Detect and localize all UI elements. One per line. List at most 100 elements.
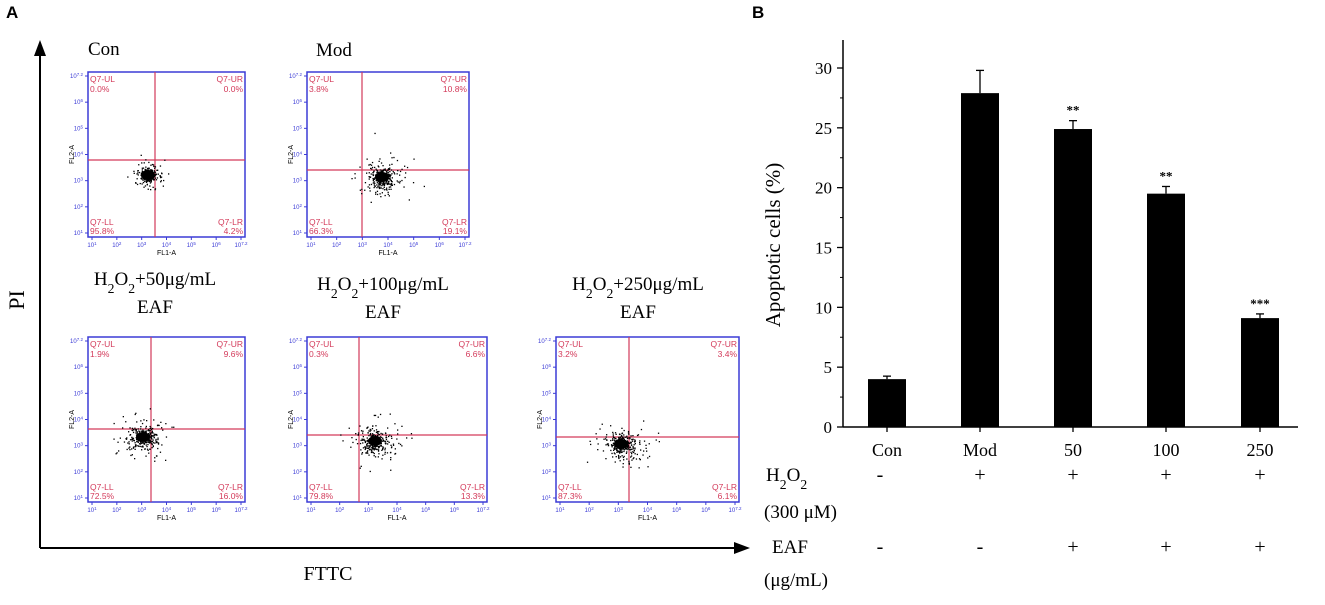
event-dot (148, 433, 150, 435)
event-dot (373, 181, 375, 183)
event-dot (380, 442, 382, 445)
event-dot (375, 425, 377, 427)
event-dot (164, 159, 166, 161)
y-tick-label: 106 (293, 98, 303, 107)
x-tick-label: 104 (643, 506, 653, 515)
event-dot (643, 450, 645, 452)
panel-a-y-label: PI (4, 290, 29, 310)
event-dot (643, 420, 645, 422)
y-tick-label: 107.2 (70, 337, 83, 346)
event-dot (606, 434, 608, 436)
event-dot (387, 427, 389, 429)
event-dot (371, 445, 373, 447)
event-dot (373, 171, 375, 173)
event-dot (374, 447, 376, 449)
event-dot (631, 440, 634, 442)
event-dot (625, 452, 628, 454)
event-dot (375, 191, 377, 194)
event-dot (389, 183, 391, 185)
event-dot (141, 449, 143, 451)
event-dot (148, 167, 150, 169)
event-dot (371, 447, 373, 449)
event-dot (613, 437, 616, 439)
event-dot (140, 428, 142, 430)
event-dot (147, 449, 149, 451)
event-dot (619, 452, 621, 454)
event-dot (618, 455, 620, 457)
quadrant-lr-name: Q7-LR (442, 217, 467, 227)
event-dot (378, 186, 380, 188)
event-dot (134, 446, 136, 448)
flow-x-axis-name: FL1-A (157, 515, 176, 522)
event-dot (151, 431, 153, 433)
event-dot (140, 154, 142, 156)
event-dot (626, 440, 628, 442)
event-dot (645, 444, 647, 446)
event-dot (371, 166, 374, 169)
event-dot (147, 167, 149, 169)
quadrant-ur-value: 3.4% (718, 349, 738, 359)
event-dot (382, 188, 384, 190)
quadrant-ul-value: 1.9% (90, 349, 110, 359)
quadrant-ul-name: Q7-UL (558, 339, 583, 349)
event-dot (386, 183, 388, 186)
bar-50 (1054, 129, 1092, 427)
quadrant-ur-name: Q7-UR (459, 339, 485, 349)
event-dot (146, 180, 148, 183)
event-dot (379, 184, 381, 186)
event-dot (134, 448, 136, 450)
event-dot (377, 432, 379, 434)
event-dot (391, 157, 393, 159)
event-dot (134, 458, 136, 460)
event-dot (364, 441, 366, 444)
event-dot (391, 163, 393, 165)
event-dot (377, 450, 380, 452)
event-dot (627, 442, 629, 444)
event-dot (657, 432, 660, 434)
event-dot (629, 438, 631, 440)
event-dot (622, 466, 624, 468)
event-dot (139, 445, 141, 448)
event-dot (384, 182, 387, 184)
event-core (141, 170, 155, 180)
event-dot (131, 454, 133, 456)
event-dot (152, 432, 154, 434)
event-dot (379, 171, 381, 173)
event-dot (374, 414, 377, 417)
event-dot (129, 434, 131, 436)
event-dot (599, 428, 601, 430)
event-dot (357, 432, 360, 434)
event-dot (149, 432, 152, 434)
event-dot (384, 194, 386, 197)
x-tick-label: 107.2 (459, 241, 472, 250)
y-tick-label: 107.2 (538, 337, 551, 346)
event-dot (655, 439, 657, 441)
event-dot (633, 451, 635, 454)
event-dot (360, 449, 362, 451)
event-dot (401, 445, 403, 447)
event-dot (373, 448, 375, 450)
event-dot (141, 183, 143, 185)
event-dot (405, 172, 407, 174)
event-dot (388, 174, 391, 176)
event-dot (386, 180, 388, 182)
event-dot (364, 448, 366, 451)
event-dot (159, 451, 162, 453)
treatment-label: (300 μM) (764, 502, 837, 523)
event-dot (623, 438, 625, 440)
event-dot (623, 455, 625, 458)
y-tick-label: 105 (293, 124, 303, 133)
quadrant-ur-name: Q7-UR (711, 339, 737, 349)
event-dot (154, 177, 157, 179)
treatment-mark: - (977, 536, 984, 558)
quadrant-ur-value: 9.6% (224, 349, 244, 359)
scatter-cloud (113, 408, 175, 462)
event-dot (379, 182, 382, 184)
quadrant-ul-value: 3.2% (558, 349, 578, 359)
event-dot (156, 177, 159, 179)
event-dot (637, 434, 640, 436)
event-dot (618, 457, 620, 460)
event-dot (627, 437, 629, 439)
event-dot (610, 449, 612, 452)
